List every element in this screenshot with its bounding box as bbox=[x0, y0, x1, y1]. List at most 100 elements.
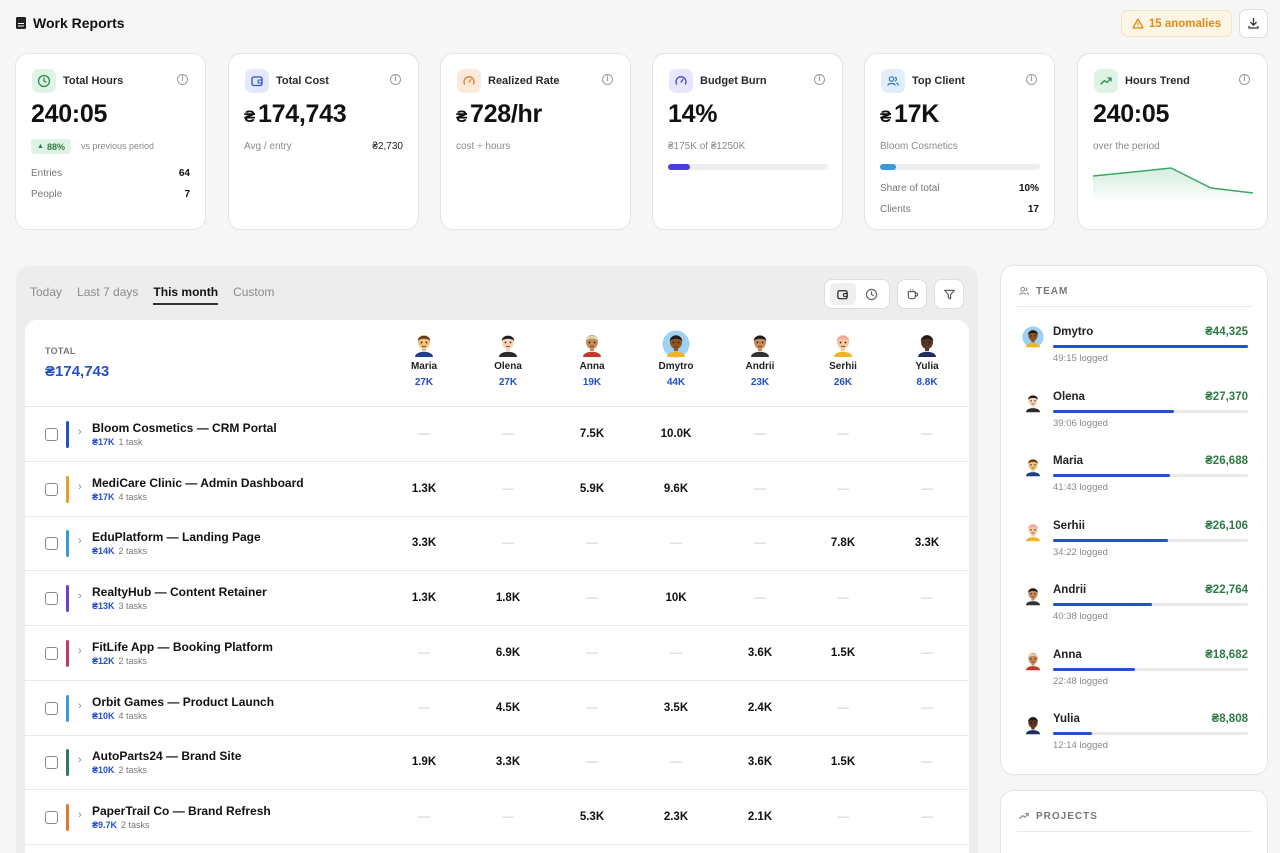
row-label: Share of total bbox=[880, 183, 940, 194]
tab-today[interactable]: Today bbox=[30, 285, 63, 299]
cost-cell[interactable]: 5.3K bbox=[579, 810, 605, 823]
cost-cell: — bbox=[754, 537, 766, 550]
chevron-right-icon[interactable]: › bbox=[78, 535, 82, 548]
cost-cell[interactable]: 2.1K bbox=[747, 810, 773, 823]
info-icon[interactable]: i bbox=[1239, 74, 1250, 85]
member-name: Andrii bbox=[1053, 584, 1087, 596]
gauge-icon bbox=[457, 69, 481, 93]
team-member-dmytro[interactable]: Dmytro ₴44,325 49:15 logged bbox=[1018, 326, 1252, 376]
anomalies-button[interactable]: 15 anomalies bbox=[1121, 10, 1232, 37]
tab-last-7-days[interactable]: Last 7 days bbox=[77, 285, 139, 299]
cost-cell: — bbox=[921, 428, 933, 440]
hours-trend-sparkline bbox=[1093, 167, 1254, 202]
person-column-dmytro[interactable]: Dmytro 44K bbox=[641, 330, 711, 388]
cost-cell[interactable]: 7.5K bbox=[579, 428, 605, 440]
info-icon[interactable]: i bbox=[177, 74, 188, 85]
person-amount: 27K bbox=[414, 377, 434, 388]
cost-cell[interactable]: 4.5K bbox=[495, 701, 521, 714]
team-member-serhii[interactable]: Serhii ₴26,106 34:22 logged bbox=[1018, 520, 1252, 570]
person-column-olena[interactable]: Olena 27K bbox=[473, 330, 543, 388]
cost-cell[interactable]: 10.0K bbox=[660, 428, 692, 440]
project-name: PaperTrail Co — Brand Refresh bbox=[92, 803, 271, 818]
info-icon[interactable]: i bbox=[1026, 74, 1037, 85]
chevron-right-icon[interactable]: › bbox=[78, 590, 82, 603]
cost-cell[interactable]: 3.3K bbox=[411, 537, 437, 550]
team-member-maria[interactable]: Maria ₴26,688 41:43 logged bbox=[1018, 455, 1252, 505]
cost-cell[interactable]: 2.3K bbox=[663, 810, 689, 823]
cost-cell[interactable]: 5.9K bbox=[579, 482, 605, 495]
cost-cell[interactable]: 1.3K bbox=[411, 482, 437, 495]
cost-cell[interactable]: 10K bbox=[665, 592, 687, 605]
table-row[interactable]: › EduPlatform — Landing Page ₴14K 2 tasks 3.… bbox=[25, 516, 969, 572]
row-checkbox[interactable] bbox=[45, 482, 58, 496]
filter-button[interactable] bbox=[934, 279, 964, 309]
table-row[interactable]: › FitLife App — Booking Platform ₴12K 2 tas… bbox=[25, 626, 969, 681]
cost-cell[interactable]: 3.5K bbox=[663, 701, 689, 714]
tab-custom[interactable]: Custom bbox=[233, 285, 275, 299]
cost-cell[interactable]: 9.6K bbox=[663, 482, 689, 495]
info-icon[interactable]: i bbox=[814, 74, 825, 85]
cost-cell[interactable]: 6.9K bbox=[495, 646, 521, 659]
person-amount: 19K bbox=[582, 377, 602, 388]
table-row[interactable]: › MediCare Clinic — Admin Dashboard ₴17K 4 … bbox=[25, 462, 969, 517]
cost-cell[interactable]: 3.6K bbox=[747, 646, 773, 659]
download-button[interactable] bbox=[1239, 9, 1268, 38]
cost-view-button[interactable] bbox=[829, 283, 856, 305]
person-column-serhii[interactable]: Serhii 26K bbox=[808, 330, 878, 388]
break-toggle-button[interactable] bbox=[897, 279, 927, 309]
chevron-right-icon[interactable]: › bbox=[78, 699, 82, 712]
wallet-icon bbox=[837, 289, 848, 299]
info-icon[interactable]: i bbox=[390, 74, 401, 85]
hours-view-button[interactable] bbox=[859, 283, 885, 305]
project-cost: ₴9.7K bbox=[92, 819, 118, 830]
project-meta: ₴9.7K 2 tasks bbox=[92, 820, 150, 830]
row-checkbox[interactable] bbox=[45, 592, 58, 606]
team-member-anna[interactable]: Anna ₴18,682 22:48 logged bbox=[1018, 649, 1252, 699]
cost-cell[interactable]: 3.3K bbox=[495, 756, 521, 769]
chevron-right-icon[interactable]: › bbox=[78, 426, 82, 438]
person-column-yulia[interactable]: Yulia 8.8K bbox=[892, 330, 962, 388]
cost-cell[interactable]: 1.9K bbox=[411, 756, 437, 769]
project-meta: ₴12K 2 tasks bbox=[92, 656, 147, 666]
chevron-right-icon[interactable]: › bbox=[78, 644, 82, 657]
divider bbox=[1017, 831, 1251, 832]
row-checkbox[interactable] bbox=[45, 428, 58, 441]
kpi-value: ₴ 728/hr bbox=[456, 100, 542, 129]
person-column-maria[interactable]: Maria 27K bbox=[389, 330, 459, 388]
team-member-andrii[interactable]: Andrii ₴22,764 40:38 logged bbox=[1018, 584, 1252, 634]
chevron-right-icon[interactable]: › bbox=[78, 808, 82, 821]
chevron-right-icon[interactable]: › bbox=[78, 480, 82, 493]
row-checkbox[interactable] bbox=[45, 756, 58, 770]
row-checkbox[interactable] bbox=[45, 646, 58, 660]
member-share-bar bbox=[1053, 538, 1248, 542]
row-checkbox[interactable] bbox=[45, 537, 58, 551]
row-checkbox[interactable] bbox=[45, 701, 58, 715]
cost-cell[interactable]: 7.8K bbox=[830, 537, 856, 550]
cost-cell[interactable]: 3.3K bbox=[914, 537, 940, 550]
row-label: Clients bbox=[880, 204, 911, 215]
person-column-andrii[interactable]: Andrii 23K bbox=[725, 330, 795, 388]
table-row[interactable]: › Bloom Cosmetics — CRM Portal ₴17K 1 task —… bbox=[25, 407, 969, 462]
cost-cell[interactable]: 2.4K bbox=[747, 701, 773, 714]
divider bbox=[1017, 306, 1251, 307]
change-badge: ▲ 88% bbox=[31, 139, 71, 154]
table-row[interactable]: › PaperTrail Co — Brand Refresh ₴9.7K 2 tas… bbox=[25, 790, 969, 845]
table-row[interactable]: › AutoParts24 — Brand Site ₴10K 2 tasks 1.9K… bbox=[25, 735, 969, 791]
info-icon[interactable]: i bbox=[602, 74, 613, 85]
cost-cell: — bbox=[586, 646, 598, 659]
cost-cell[interactable]: 1.8K bbox=[495, 592, 521, 605]
cost-cell[interactable]: 1.3K bbox=[411, 592, 437, 605]
chevron-right-icon[interactable]: › bbox=[78, 754, 82, 767]
table-row[interactable]: › Orbit Games — Product Launch ₴10K 4 tasks… bbox=[25, 681, 969, 736]
person-column-anna[interactable]: Anna 19K bbox=[557, 330, 627, 388]
member-name: Dmytro bbox=[1053, 326, 1094, 338]
row-checkbox[interactable] bbox=[45, 810, 58, 824]
cost-cell[interactable]: 3.6K bbox=[747, 756, 773, 769]
kpi-row: People 7 bbox=[31, 189, 190, 200]
team-member-olena[interactable]: Olena ₴27,370 39:06 logged bbox=[1018, 391, 1252, 441]
tab-this-month[interactable]: This month bbox=[153, 285, 219, 305]
team-member-yulia[interactable]: Yulia ₴8,808 12:14 logged bbox=[1018, 713, 1252, 763]
cost-cell[interactable]: 1.5K bbox=[830, 756, 856, 769]
table-row[interactable]: › RealtyHub — Content Retainer ₴13K 3 tasks… bbox=[25, 571, 969, 627]
cost-cell[interactable]: 1.5K bbox=[830, 646, 856, 659]
